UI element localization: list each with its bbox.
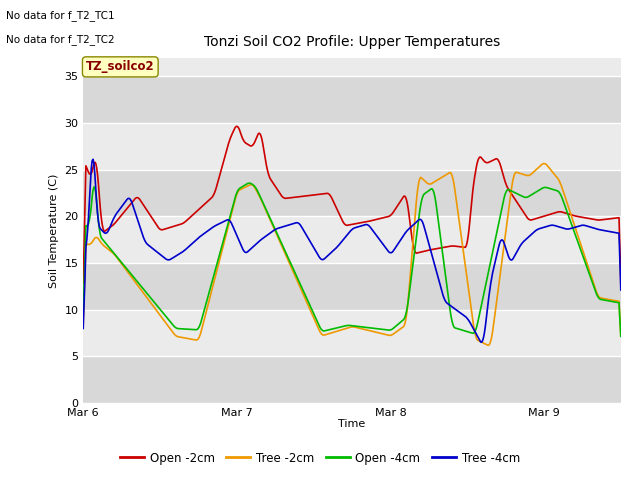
Legend: Open -2cm, Tree -2cm, Open -4cm, Tree -4cm: Open -2cm, Tree -2cm, Open -4cm, Tree -4… <box>115 447 525 469</box>
Bar <box>83 310 621 357</box>
Bar <box>83 123 621 170</box>
Text: TZ_soilco2: TZ_soilco2 <box>86 60 155 73</box>
Bar <box>83 76 621 123</box>
Y-axis label: Soil Temperature (C): Soil Temperature (C) <box>49 173 59 288</box>
Bar <box>83 170 621 216</box>
Text: No data for f_T2_TC1: No data for f_T2_TC1 <box>6 10 115 21</box>
Bar <box>83 263 621 310</box>
Bar <box>83 357 621 403</box>
X-axis label: Time: Time <box>339 420 365 430</box>
Title: Tonzi Soil CO2 Profile: Upper Temperatures: Tonzi Soil CO2 Profile: Upper Temperatur… <box>204 36 500 49</box>
Bar <box>83 216 621 263</box>
Text: No data for f_T2_TC2: No data for f_T2_TC2 <box>6 34 115 45</box>
